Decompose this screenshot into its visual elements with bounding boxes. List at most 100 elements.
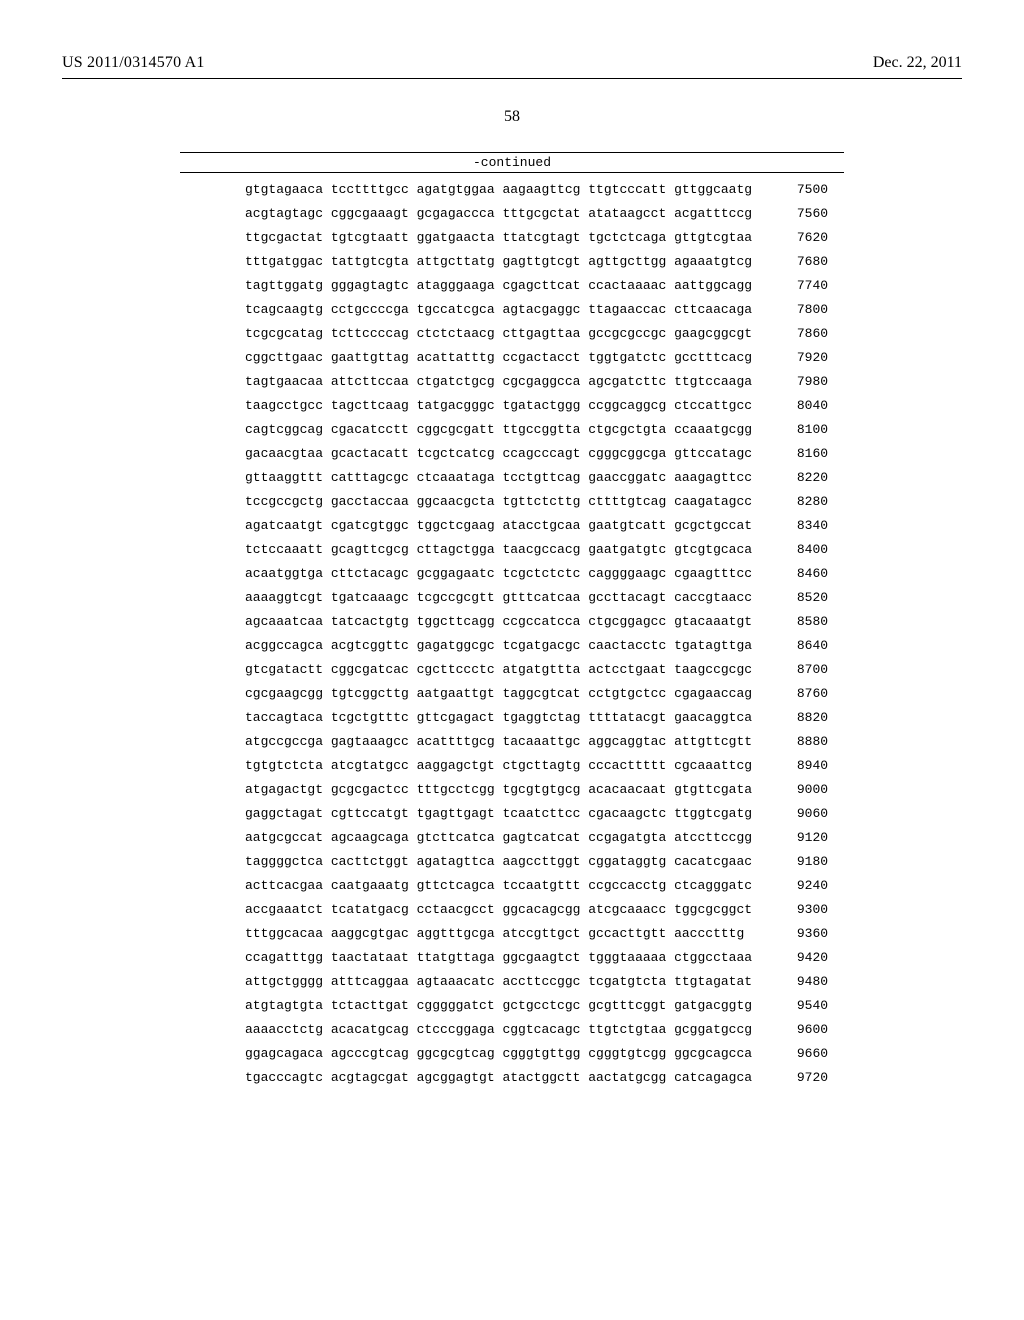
sequence-position: 7620 xyxy=(766,231,828,244)
sequence-row: gtgtagaaca tccttttgcc agatgtggaa aagaagt… xyxy=(245,183,964,196)
sequence-row: tgtgtctcta atcgtatgcc aaggagctgt ctgctta… xyxy=(245,759,964,772)
sequence-groups: taagcctgcc tagcttcaag tatgacgggc tgatact… xyxy=(245,399,752,412)
sequence-row: aaaacctctg acacatgcag ctcccggaga cggtcac… xyxy=(245,1023,964,1036)
sequence-groups: acaatggtga cttctacagc gcggagaatc tcgctct… xyxy=(245,567,752,580)
sequence-position: 8160 xyxy=(766,447,828,460)
sequence-position: 8580 xyxy=(766,615,828,628)
sequence-position: 8340 xyxy=(766,519,828,532)
sequence-row: tcagcaagtg cctgccccga tgccatcgca agtacga… xyxy=(245,303,964,316)
sequence-groups: atgtagtgta tctacttgat cgggggatct gctgcct… xyxy=(245,999,752,1012)
sequence-row: tttgatggac tattgtcgta attgcttatg gagttgt… xyxy=(245,255,964,268)
page-number: 58 xyxy=(60,108,964,126)
sequence-row: tgacccagtc acgtagcgat agcggagtgt atactgg… xyxy=(245,1071,964,1084)
header-pub-number: US 2011/0314570 A1 xyxy=(62,54,205,72)
sequence-row: agatcaatgt cgatcgtggc tggctcgaag atacctg… xyxy=(245,519,964,532)
sequence-groups: agatcaatgt cgatcgtggc tggctcgaag atacctg… xyxy=(245,519,752,532)
sequence-position: 8760 xyxy=(766,687,828,700)
sequence-groups: gttaaggttt catttagcgc ctcaaataga tcctgtt… xyxy=(245,471,752,484)
page-container: US 2011/0314570 A1 Dec. 22, 2011 58 -con… xyxy=(0,0,1024,1320)
sequence-row: cagtcggcag cgacatcctt cggcgcgatt ttgccgg… xyxy=(245,423,964,436)
sequence-groups: tagtgaacaa attcttccaa ctgatctgcg cgcgagg… xyxy=(245,375,752,388)
sequence-row: acgtagtagc cggcgaaagt gcgagaccca tttgcgc… xyxy=(245,207,964,220)
sequence-groups: gaggctagat cgttccatgt tgagttgagt tcaatct… xyxy=(245,807,752,820)
sequence-position: 9480 xyxy=(766,975,828,988)
sequence-row: atgagactgt gcgcgactcc tttgcctcgg tgcgtgt… xyxy=(245,783,964,796)
sequence-position: 9240 xyxy=(766,879,828,892)
sequence-position: 7500 xyxy=(766,183,828,196)
sequence-row: acttcacgaa caatgaaatg gttctcagca tccaatg… xyxy=(245,879,964,892)
sequence-position: 7680 xyxy=(766,255,828,268)
sequence-position: 7860 xyxy=(766,327,828,340)
sequence-groups: acggccagca acgtcggttc gagatggcgc tcgatga… xyxy=(245,639,752,652)
sequence-row: tctccaaatt gcagttcgcg cttagctgga taacgcc… xyxy=(245,543,964,556)
sequence-position: 9180 xyxy=(766,855,828,868)
sequence-row: acggccagca acgtcggttc gagatggcgc tcgatga… xyxy=(245,639,964,652)
sequence-row: gttaaggttt catttagcgc ctcaaataga tcctgtt… xyxy=(245,471,964,484)
sequence-row: atgccgccga gagtaaagcc acattttgcg tacaaat… xyxy=(245,735,964,748)
sequence-row: cggcttgaac gaattgttag acattatttg ccgacta… xyxy=(245,351,964,364)
sequence-position: 7980 xyxy=(766,375,828,388)
sequence-row: agcaaatcaa tatcactgtg tggcttcagg ccgccat… xyxy=(245,615,964,628)
sequence-rule-bottom xyxy=(180,172,844,173)
sequence-groups: acttcacgaa caatgaaatg gttctcagca tccaatg… xyxy=(245,879,752,892)
sequence-groups: acgtagtagc cggcgaaagt gcgagaccca tttgcgc… xyxy=(245,207,752,220)
sequence-position: 8520 xyxy=(766,591,828,604)
sequence-groups: atgagactgt gcgcgactcc tttgcctcgg tgcgtgt… xyxy=(245,783,752,796)
sequence-row: ccagatttgg taactataat ttatgttaga ggcgaag… xyxy=(245,951,964,964)
sequence-position: 8040 xyxy=(766,399,828,412)
header-rule xyxy=(62,78,962,79)
sequence-position: 7740 xyxy=(766,279,828,292)
sequence-row: ttgcgactat tgtcgtaatt ggatgaacta ttatcgt… xyxy=(245,231,964,244)
sequence-position: 7560 xyxy=(766,207,828,220)
header-date: Dec. 22, 2011 xyxy=(873,54,962,72)
sequence-row: gaggctagat cgttccatgt tgagttgagt tcaatct… xyxy=(245,807,964,820)
sequence-row: gacaacgtaa gcactacatt tcgctcatcg ccagccc… xyxy=(245,447,964,460)
sequence-position: 8460 xyxy=(766,567,828,580)
sequence-row: accgaaatct tcatatgacg cctaacgcct ggcacag… xyxy=(245,903,964,916)
sequence-groups: aatgcgccat agcaagcaga gtcttcatca gagtcat… xyxy=(245,831,752,844)
sequence-row: gtcgatactt cggcgatcac cgcttccctc atgatgt… xyxy=(245,663,964,676)
sequence-position: 9660 xyxy=(766,1047,828,1060)
sequence-position: 8640 xyxy=(766,639,828,652)
sequence-position: 9300 xyxy=(766,903,828,916)
sequence-position: 7800 xyxy=(766,303,828,316)
sequence-groups: agcaaatcaa tatcactgtg tggcttcagg ccgccat… xyxy=(245,615,752,628)
sequence-position: 8280 xyxy=(766,495,828,508)
sequence-groups: ccagatttgg taactataat ttatgttaga ggcgaag… xyxy=(245,951,752,964)
sequence-row: tttggcacaa aaggcgtgac aggtttgcga atccgtt… xyxy=(245,927,964,940)
sequence-row: aaaaggtcgt tgatcaaagc tcgccgcgtt gtttcat… xyxy=(245,591,964,604)
sequence-groups: taggggctca cacttctggt agatagttca aagcctt… xyxy=(245,855,752,868)
sequence-position: 9000 xyxy=(766,783,828,796)
sequence-groups: aaaaggtcgt tgatcaaagc tcgccgcgtt gtttcat… xyxy=(245,591,752,604)
sequence-position: 7920 xyxy=(766,351,828,364)
sequence-groups: ttgcgactat tgtcgtaatt ggatgaacta ttatcgt… xyxy=(245,231,752,244)
sequence-groups: tttggcacaa aaggcgtgac aggtttgcga atccgtt… xyxy=(245,927,752,940)
sequence-groups: gtcgatactt cggcgatcac cgcttccctc atgatgt… xyxy=(245,663,752,676)
sequence-position: 8820 xyxy=(766,711,828,724)
sequence-position: 9420 xyxy=(766,951,828,964)
sequence-groups: tttgatggac tattgtcgta attgcttatg gagttgt… xyxy=(245,255,752,268)
sequence-groups: attgctgggg atttcaggaa agtaaacatc accttcc… xyxy=(245,975,752,988)
sequence-position: 9120 xyxy=(766,831,828,844)
sequence-position: 9600 xyxy=(766,1023,828,1036)
sequence-row: attgctgggg atttcaggaa agtaaacatc accttcc… xyxy=(245,975,964,988)
sequence-groups: tgacccagtc acgtagcgat agcggagtgt atactgg… xyxy=(245,1071,752,1084)
sequence-groups: tgtgtctcta atcgtatgcc aaggagctgt ctgctta… xyxy=(245,759,752,772)
sequence-row: taagcctgcc tagcttcaag tatgacgggc tgatact… xyxy=(245,399,964,412)
sequence-row: tagtgaacaa attcttccaa ctgatctgcg cgcgagg… xyxy=(245,375,964,388)
sequence-position: 9060 xyxy=(766,807,828,820)
sequence-groups: cggcttgaac gaattgttag acattatttg ccgacta… xyxy=(245,351,752,364)
sequence-row: aatgcgccat agcaagcaga gtcttcatca gagtcat… xyxy=(245,831,964,844)
sequence-row: taccagtaca tcgctgtttc gttcgagact tgaggtc… xyxy=(245,711,964,724)
sequence-groups: aaaacctctg acacatgcag ctcccggaga cggtcac… xyxy=(245,1023,752,1036)
sequence-position: 8880 xyxy=(766,735,828,748)
sequence-row: taggggctca cacttctggt agatagttca aagcctt… xyxy=(245,855,964,868)
sequence-groups: tcagcaagtg cctgccccga tgccatcgca agtacga… xyxy=(245,303,752,316)
sequence-row: acaatggtga cttctacagc gcggagaatc tcgctct… xyxy=(245,567,964,580)
sequence-position: 8700 xyxy=(766,663,828,676)
continued-label: -continued xyxy=(60,155,964,170)
sequence-rule-top xyxy=(180,152,844,153)
sequence-position: 9720 xyxy=(766,1071,828,1084)
sequence-row: ggagcagaca agcccgtcag ggcgcgtcag cgggtgt… xyxy=(245,1047,964,1060)
sequence-position: 8940 xyxy=(766,759,828,772)
